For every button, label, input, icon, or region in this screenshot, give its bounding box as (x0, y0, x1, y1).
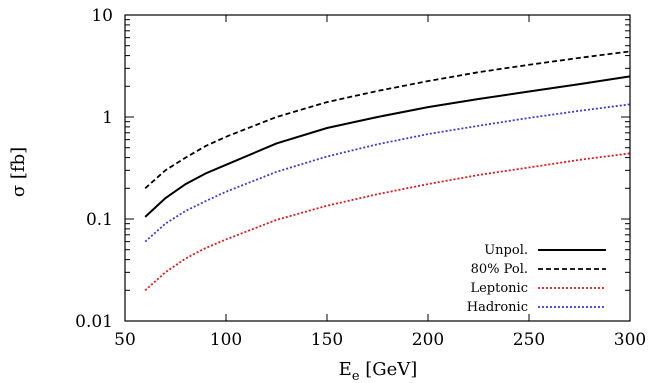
y-tick-label: 1 (102, 108, 113, 128)
series-line-leptonic (144, 152, 631, 291)
x-tick-label: 250 (513, 330, 545, 350)
x-axis-title: Ee [GeV] (339, 359, 418, 383)
legend-label: Unpol. (484, 243, 528, 258)
series-line-hadronic (144, 103, 631, 243)
legend-label: Hadronic (467, 300, 528, 315)
legend: Unpol. 80% Pol. Leptonic Hadronic (467, 243, 606, 315)
series-line-unpol (144, 75, 631, 218)
y-axis-ticks: 0.01 0.1 1 10 (75, 6, 630, 332)
x-axis-title-unit: [GeV] (360, 359, 418, 380)
legend-label: 80% Pol. (471, 262, 528, 277)
x-tick-label: 300 (614, 330, 646, 350)
plot-area (124, 14, 631, 322)
x-tick-label: 200 (412, 330, 444, 350)
x-axis-title-subscript: e (352, 369, 360, 383)
x-tick-label: 150 (311, 330, 343, 350)
y-tick-label: 0.1 (86, 210, 113, 230)
y-axis-title: σ [fb] (8, 147, 29, 197)
series-line-80-pol (144, 50, 631, 189)
y-tick-label: 0.01 (75, 312, 113, 332)
x-axis-ticks: 50 100 150 200 250 300 (114, 15, 646, 350)
x-tick-label: 100 (210, 330, 242, 350)
y-tick-label: 10 (91, 6, 113, 26)
legend-label: Leptonic (470, 281, 528, 296)
x-axis-title-main: E (339, 359, 352, 380)
series-layer (144, 50, 631, 291)
x-tick-label: 50 (114, 330, 136, 350)
plot-frame (124, 14, 631, 322)
